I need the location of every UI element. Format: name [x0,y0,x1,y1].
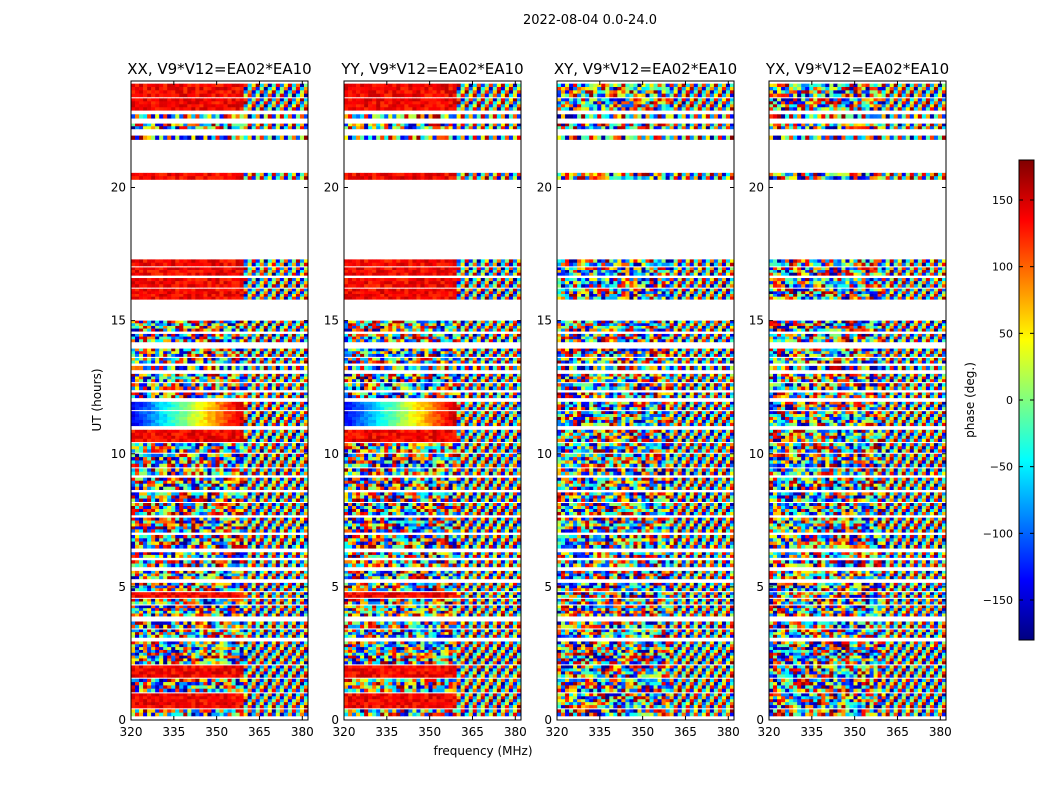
x-tick-label: 350 [418,725,441,739]
y-tick-label: 20 [537,181,552,195]
x-tick-label: 350 [843,725,866,739]
colorbar-tick-label: 100 [992,261,1013,274]
x-tick-label: 380 [291,725,314,739]
colorbar-tick-label: 50 [999,327,1013,340]
y-tick-label: 10 [749,447,764,461]
y-tick-label: 5 [331,580,339,594]
panel-xy: XY, V9*V12=EA02*EA10 320 335 350 365 380 0 5 10 1… [537,60,740,739]
x-tick-label: 380 [929,725,952,739]
x-tick-label: 335 [375,725,398,739]
y-tick-label: 15 [749,314,764,328]
x-tick-label: 335 [162,725,185,739]
heatmap-yx [769,83,946,717]
y-tick-label: 15 [537,314,552,328]
panel-title-yx: YX, V9*V12=EA02*EA10 [765,60,949,78]
x-tick-label: 365 [674,725,697,739]
y-tick-label: 15 [324,314,339,328]
x-tick-label: 320 [546,725,569,739]
heatmap-yy [344,83,521,717]
panel-title-yy: YY, V9*V12=EA02*EA10 [340,60,523,78]
panel-title-xy: XY, V9*V12=EA02*EA10 [554,60,737,78]
colorbar-tick-label: −150 [983,594,1013,607]
panel-yy: YY, V9*V12=EA02*EA10 320 335 350 365 380 0 5 10 1… [324,60,527,739]
x-tick-label: 350 [205,725,228,739]
plot-frame-xy [556,80,735,721]
x-tick-label: 365 [248,725,271,739]
panel-title-xx: XX, V9*V12=EA02*EA10 [127,60,311,78]
x-tick-label: 350 [631,725,654,739]
y-tick-label: 15 [111,314,126,328]
figure-title: 2022-08-04 0.0-24.0 [0,13,1050,28]
x-tick-label: 320 [758,725,781,739]
y-tick-label: 0 [118,713,126,727]
plot-frame-xx [130,80,309,721]
y-tick-label: 0 [756,713,764,727]
y-tick-label: 10 [324,447,339,461]
x-tick-label: 380 [504,725,527,739]
y-tick-label: 20 [111,181,126,195]
x-tick-label: 380 [717,725,740,739]
x-tick-label: 365 [461,725,484,739]
x-tick-label: 320 [333,725,356,739]
y-tick-label: 5 [118,580,126,594]
x-tick-label: 365 [886,725,909,739]
x-tick-label: 335 [588,725,611,739]
x-tick-label: 335 [800,725,823,739]
y-tick-label: 10 [111,447,126,461]
y-tick-label: 0 [544,713,552,727]
colorbar-tick-label: −100 [983,527,1013,540]
panel-xx: XX, V9*V12=EA02*EA10 320 335 350 365 380 0 5 10 1… [111,60,314,739]
heatmap-xy [557,83,734,717]
y-tick-label: 5 [544,580,552,594]
colorbar-tick-label: −50 [990,461,1013,474]
colorbar-label: phase (deg.) [963,362,977,438]
y-tick-label: 20 [324,181,339,195]
y-tick-label: 10 [537,447,552,461]
plot-frame-yx [768,80,947,721]
x-tick-label: 320 [120,725,143,739]
heatmap-xx [131,83,308,717]
colorbar-tick-label: 150 [992,194,1013,207]
plot-frame-yy [343,80,522,721]
y-axis-label: UT (hours) [90,368,104,431]
colorbar-tick-label: 0 [1006,394,1013,407]
colorbar: −150 −100 −50 0 50 100 150 phase (deg.) [963,159,1035,641]
panels: XX, V9*V12=EA02*EA10 320 335 350 365 380 0 5 10 1… [111,60,952,739]
x-axis-label: frequency (MHz) [433,744,532,758]
panel-yx: YX, V9*V12=EA02*EA10 320 335 350 365 380 0 5 10 1… [749,60,952,739]
y-tick-label: 20 [749,181,764,195]
y-tick-label: 5 [756,580,764,594]
y-tick-label: 0 [331,713,339,727]
